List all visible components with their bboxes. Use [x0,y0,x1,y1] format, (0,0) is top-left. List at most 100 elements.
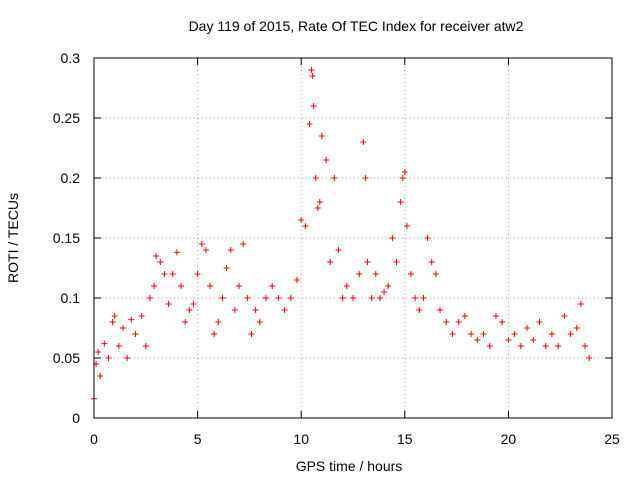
data-point [294,277,301,283]
data-point [339,295,346,301]
scatter-points [91,67,593,402]
data-point [194,271,201,277]
data-point [109,319,116,325]
data-point [95,349,102,355]
data-point [252,307,259,313]
y-tick-label: 0.2 [61,170,81,186]
y-tick-label: 0.25 [53,110,80,126]
data-point [505,337,512,343]
y-axis: 0 0.05 0.1 0.15 0.2 0.25 0.3 [53,50,612,426]
data-point [302,223,309,229]
data-point [306,121,313,127]
y-tick-label: 0.15 [53,230,80,246]
data-point [269,283,276,289]
x-axis-label: GPS time / hours [296,458,403,474]
data-point [381,289,388,295]
chart-title: Day 119 of 2015, Rate Of TEC Index for r… [189,18,524,34]
data-point [542,343,549,349]
data-point [376,295,383,301]
data-point [223,265,230,271]
data-point [111,313,118,319]
data-point [420,295,427,301]
data-point [403,223,410,229]
data-point [573,325,580,331]
x-axis: 0 5 10 15 20 25 [90,58,620,447]
data-point [368,295,375,301]
x-tick-label: 0 [90,431,98,447]
data-point [499,319,506,325]
data-point [165,301,172,307]
data-point [335,247,342,253]
data-point [561,313,568,319]
y-tick-label: 0.1 [61,290,81,306]
data-point [316,199,323,205]
data-point [244,295,251,301]
data-point [161,271,168,277]
data-point [138,313,145,319]
data-point [211,331,218,337]
data-point [385,283,392,289]
data-point [586,355,593,361]
x-tick-label: 10 [293,431,309,447]
data-point [555,343,562,349]
data-point [468,331,475,337]
x-tick-label: 25 [604,431,620,447]
data-point [101,340,108,347]
data-point [577,301,584,307]
data-point [151,283,158,289]
data-point [461,313,468,319]
data-point [202,247,209,253]
data-point [312,175,319,181]
data-point [517,343,524,349]
data-point [287,295,294,301]
data-point [331,175,338,181]
data-point [443,319,450,325]
data-point [198,241,205,247]
x-tick-label: 5 [194,431,202,447]
data-point [314,205,321,211]
data-point [372,271,379,277]
data-point [190,301,197,307]
data-point [318,133,325,139]
data-point [350,295,356,301]
data-point [115,343,122,349]
data-point [231,307,238,313]
data-point [132,331,139,337]
data-point [207,283,214,289]
y-tick-label: 0.05 [53,350,80,366]
data-point [275,295,282,301]
data-point [548,331,555,337]
x-tick-label: 15 [397,431,413,447]
data-point [219,295,226,301]
data-point [437,307,444,313]
data-point [146,295,153,301]
data-point [480,331,487,337]
data-point [530,337,537,343]
data-point [455,319,462,325]
data-point [236,283,243,289]
data-point [120,325,127,331]
data-point [582,343,589,349]
data-point [389,235,396,241]
data-point [240,241,247,247]
data-point [327,259,334,265]
data-point [308,67,315,73]
data-point [142,343,149,349]
data-point [262,295,269,301]
data-point [248,331,255,337]
grid-lines [94,58,612,418]
data-point [169,271,176,277]
y-tick-label: 0 [72,410,80,426]
data-point [486,343,493,349]
data-point [449,331,456,337]
data-point [424,235,431,241]
data-point [356,271,363,277]
data-point [536,319,543,325]
data-point [97,373,104,379]
data-point [128,316,135,323]
data-point [416,307,423,313]
data-point [343,283,350,289]
data-point [474,337,481,343]
data-point [408,271,415,277]
data-point [360,139,367,145]
